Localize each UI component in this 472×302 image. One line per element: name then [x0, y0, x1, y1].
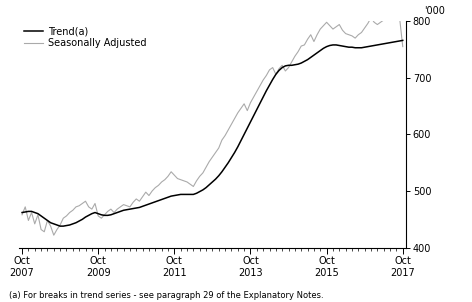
Text: (a) For breaks in trend series - see paragraph 29 of the Explanatory Notes.: (a) For breaks in trend series - see par…: [9, 291, 324, 300]
Text: '000: '000: [424, 5, 445, 16]
Legend: Trend(a), Seasonally Adjusted: Trend(a), Seasonally Adjusted: [24, 26, 146, 48]
